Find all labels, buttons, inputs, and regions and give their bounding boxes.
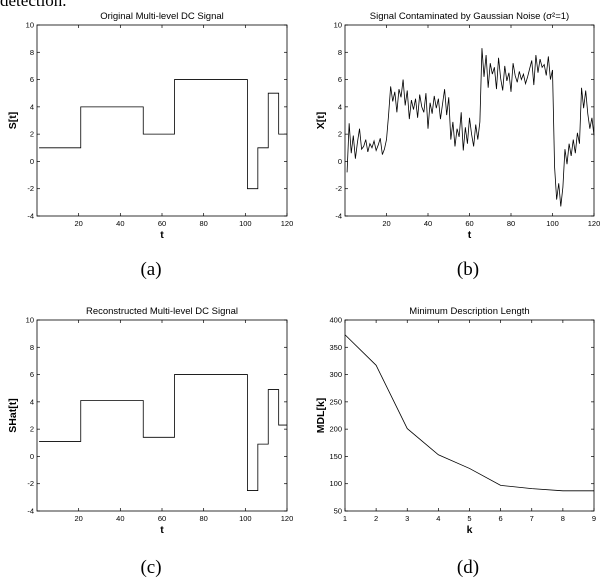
x-tick-label: 60 [158,514,166,523]
y-tick-label: 2 [338,130,342,139]
y-tick-label: -2 [27,184,34,193]
plot-title: Original Multi-level DC Signal [100,11,224,22]
x-tick-label: 100 [239,219,252,228]
x-tick-label: 7 [530,514,534,523]
y-tick-label: -4 [335,212,342,221]
y-tick-label: 0 [338,157,342,166]
y-tick-label: 4 [30,397,34,406]
x-tick-label: 100 [546,219,559,228]
x-tick-label: 80 [199,219,207,228]
x-tick-label: 100 [239,514,252,523]
y-axis-label: X[t] [315,112,327,130]
x-axis-label: k [467,524,473,536]
plot-frame [36,24,288,217]
x-tick-label: 120 [281,219,294,228]
x-tick-label: 4 [436,514,440,523]
x-tick-label: 80 [507,219,515,228]
y-tick-label: 8 [30,48,34,57]
x-axis-label: t [160,229,164,241]
y-tick-label: 400 [329,316,342,325]
y-tick-label: 6 [338,75,342,84]
x-tick-label: 5 [467,514,471,523]
panel-caption: (d) [457,557,479,578]
x-tick-label: 2 [374,514,378,523]
plot-frame [36,319,288,512]
y-tick-label: 2 [30,425,34,434]
y-tick-label: 0 [30,452,34,461]
y-tick-label: 4 [30,102,34,111]
plot-title: Reconstructed Multi-level DC Signal [86,306,238,317]
x-tick-label: 60 [465,219,473,228]
y-tick-label: 10 [26,316,34,325]
y-axis-label: SHat[t] [7,398,19,432]
y-tick-label: 300 [329,370,342,379]
series-line [344,334,594,492]
y-tick-label: 200 [329,425,342,434]
x-tick-label: 40 [116,514,124,523]
y-tick-label: 6 [30,370,34,379]
panel-caption: (c) [140,557,161,578]
y-tick-label: 100 [329,479,342,488]
y-tick-label: 8 [338,48,342,57]
y-tick-label: 150 [329,452,342,461]
top-text-fragment: detection. [0,0,67,10]
y-tick-label: 2 [30,130,34,139]
x-tick-label: 120 [281,514,294,523]
y-tick-label: 50 [334,507,342,516]
x-tick-label: 6 [499,514,503,523]
y-tick-label: 10 [334,21,342,30]
plot-frame [344,319,595,512]
y-tick-label: -2 [27,479,34,488]
series-line [39,374,287,491]
y-axis-label: MDL[k] [315,398,327,434]
panel-c: -4 -2 0 2 4 6 8 10 20 40 60 80 100 120 Reconstructed M… [7,306,293,578]
x-tick-label: 80 [199,514,207,523]
x-axis-label: t [468,229,472,241]
panel-b: -4 -2 0 2 4 6 8 10 20 40 60 80 100 120 Signal Contamin… [315,11,600,280]
y-tick-label: -4 [27,212,34,221]
series-line [39,79,287,190]
y-tick-label: 350 [329,343,342,352]
y-tick-label: 8 [30,343,34,352]
y-tick-label: 0 [30,157,34,166]
y-tick-label: 6 [30,75,34,84]
x-axis-label: t [160,524,164,536]
x-tick-label: 20 [74,219,82,228]
panel-a: -4 -2 0 2 4 6 8 10 20 40 60 80 100 120 Original Multi-… [7,11,293,280]
y-tick-label: -2 [335,184,342,193]
x-tick-label: 40 [116,219,124,228]
y-tick-label: 4 [338,102,342,111]
x-tick-label: 40 [424,219,432,228]
x-tick-label: 3 [405,514,409,523]
y-tick-label: -4 [27,507,34,516]
x-tick-label: 20 [382,219,390,228]
series-line [346,48,595,207]
x-tick-label: 120 [588,219,601,228]
panel-caption: (b) [457,259,479,280]
x-tick-label: 9 [592,514,596,523]
y-tick-label: 250 [329,397,342,406]
plot-title: Minimum Description Length [409,306,529,317]
y-tick-label: 10 [26,21,34,30]
x-tick-label: 1 [343,514,347,523]
y-axis-label: S[t] [7,112,19,130]
panel-caption: (a) [140,259,161,280]
x-tick-label: 8 [561,514,565,523]
plot-title: Signal Contaminated by Gaussian Noise (σ… [370,11,569,22]
x-tick-label: 20 [74,514,82,523]
x-tick-label: 60 [158,219,166,228]
panel-d: 50 100 150 200 250 300 350 400 1 2 3 4 5 6 7 8 9 Minimum … [315,306,596,578]
